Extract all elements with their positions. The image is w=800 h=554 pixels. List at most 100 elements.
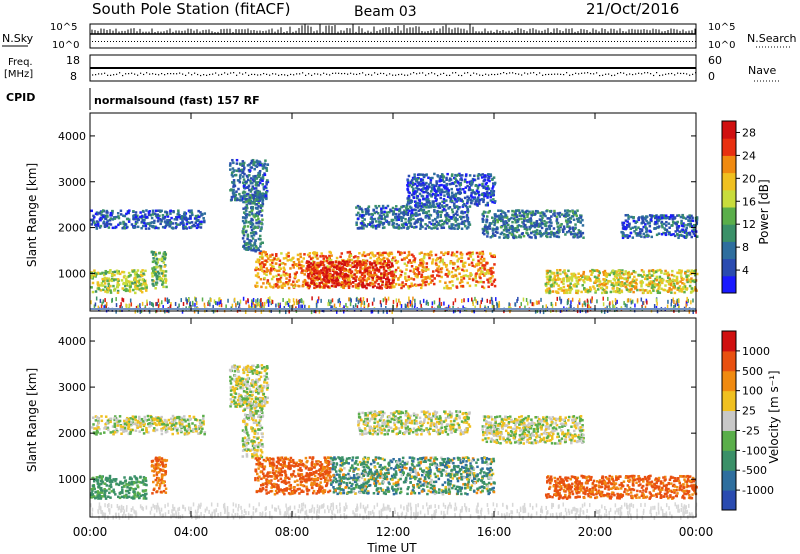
echo-cell	[258, 258, 261, 262]
echo-cell	[126, 211, 130, 214]
echo-cell	[252, 234, 256, 237]
echo-cell	[387, 254, 391, 258]
echo-cell	[405, 205, 409, 208]
echo-cell	[507, 219, 511, 222]
echo-cell	[488, 209, 491, 213]
echo-cell	[144, 283, 148, 287]
echo-cell	[422, 190, 425, 194]
echo-cell	[189, 226, 193, 229]
echo-cell	[478, 273, 481, 276]
echo-cell	[628, 234, 631, 238]
echo-cell	[414, 274, 417, 278]
echo-cell	[442, 197, 446, 201]
echo-cell	[453, 218, 456, 221]
echo-cell	[288, 275, 292, 279]
echo-cell	[344, 284, 347, 288]
echo-cell	[288, 279, 291, 282]
echo-cell	[403, 209, 406, 212]
echo-cell	[412, 267, 416, 271]
echo-cell	[358, 260, 362, 264]
echo-cell	[548, 291, 551, 295]
echo-cell	[514, 229, 517, 233]
echo-cell	[538, 218, 542, 221]
echo-cell	[454, 197, 457, 201]
echo-cell	[203, 220, 206, 224]
echo-cell	[553, 234, 556, 238]
echo-cell	[464, 261, 467, 265]
echo-cell	[243, 172, 246, 176]
nave-dot	[416, 73, 418, 75]
echo-cell	[545, 272, 549, 276]
echo-cell	[415, 221, 419, 224]
echo-cell	[127, 218, 131, 221]
echo-cell	[510, 216, 513, 220]
echo-cell	[320, 269, 323, 272]
echo-cell	[417, 173, 421, 176]
echo-cell	[158, 251, 161, 255]
echo-cell	[321, 271, 325, 275]
nave-dot	[563, 74, 565, 76]
echo-cell	[232, 188, 235, 192]
echo-cell	[438, 184, 441, 187]
echo-cell	[139, 283, 142, 287]
nave-dot	[110, 74, 112, 76]
echo-cell	[249, 177, 253, 180]
nave-dot	[179, 72, 181, 74]
echo-cell	[358, 271, 362, 274]
echo-cell	[615, 270, 618, 273]
echo-cell	[419, 222, 422, 225]
echo-cell	[555, 235, 559, 238]
echo-cell	[611, 287, 614, 290]
echo-cell	[476, 199, 479, 202]
nsearch-dot	[260, 41, 261, 42]
nave-dot	[641, 73, 643, 75]
echo-cell	[491, 255, 494, 259]
echo-cell	[113, 270, 117, 274]
echo-cell	[673, 279, 677, 282]
echo-cell	[151, 282, 155, 286]
echo-cell	[680, 276, 683, 280]
echo-cell	[457, 222, 461, 226]
echo-cell	[499, 209, 503, 213]
echo-cell	[377, 223, 381, 227]
echo-cell	[376, 257, 379, 261]
echo-cell	[186, 220, 189, 224]
nsearch-dot	[614, 41, 615, 42]
echo-cell	[487, 272, 491, 275]
echo-cell	[320, 285, 323, 289]
echo-cell	[381, 204, 385, 208]
echo-cell	[446, 172, 449, 176]
echo-cell	[348, 276, 351, 280]
echo-cell	[422, 256, 426, 260]
echo-cell	[582, 272, 585, 276]
echo-cell	[552, 277, 556, 281]
echo-cell	[486, 185, 490, 188]
echo-cell	[152, 251, 155, 254]
nsearch-dot	[644, 41, 645, 42]
echo-cell	[261, 192, 264, 195]
echo-cell	[385, 280, 389, 284]
echo-cell	[555, 230, 559, 234]
echo-cell	[303, 278, 307, 282]
echo-cell	[245, 194, 248, 198]
echo-cell	[402, 213, 406, 217]
echo-cell	[140, 274, 144, 278]
echo-cell	[199, 226, 203, 229]
echo-cell	[518, 211, 521, 215]
echo-cell	[450, 270, 454, 274]
echo-cell	[671, 284, 675, 287]
echo-cell	[163, 256, 167, 260]
echo-cell	[515, 214, 519, 217]
echo-cell	[425, 185, 429, 188]
echo-cell	[566, 222, 569, 226]
nave-dot	[551, 73, 553, 75]
echo-cell	[459, 188, 462, 191]
echo-cell	[395, 222, 399, 226]
echo-cell	[421, 269, 425, 273]
echo-cell	[467, 188, 471, 192]
echo-cell	[576, 236, 580, 239]
echo-cell	[576, 219, 580, 223]
echo-cell	[571, 210, 574, 213]
echo-cell	[372, 224, 375, 227]
echo-cell	[466, 184, 469, 188]
